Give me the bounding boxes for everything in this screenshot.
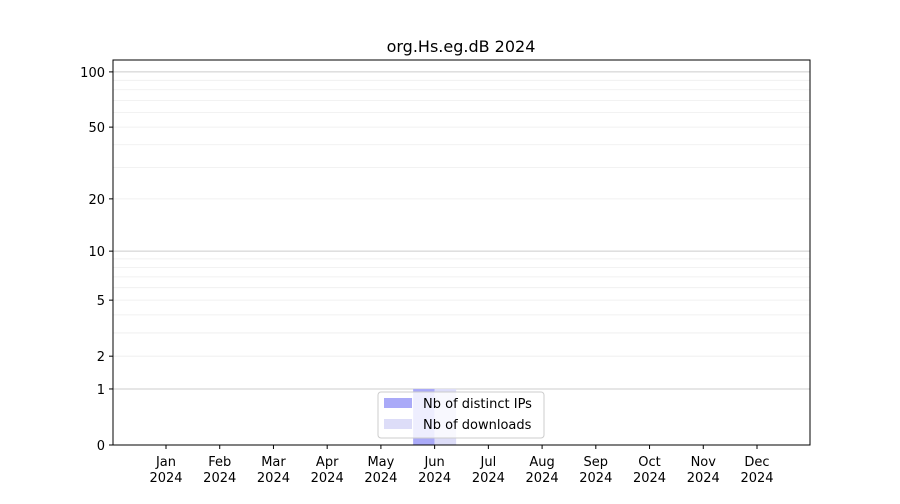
chart-title: org.Hs.eg.dB 2024	[387, 37, 536, 56]
x-tick-label: Dec 2024	[740, 455, 773, 486]
y-tick-label: 0	[97, 439, 105, 454]
x-tick-label: Jan 2024	[149, 455, 182, 486]
x-tick-label: Jun 2024	[418, 455, 451, 486]
x-tick-label: Apr 2024	[311, 455, 344, 486]
legend-box	[377, 391, 545, 439]
legend-swatch	[384, 419, 412, 429]
plot-frame	[112, 59, 811, 446]
x-tick-label: Oct 2024	[633, 455, 666, 486]
y-tick-label: 1	[97, 383, 105, 398]
x-tick-label: Jul 2024	[472, 455, 505, 486]
y-tick-label: 20	[88, 193, 105, 208]
y-tick-label: 5	[97, 294, 105, 309]
y-tick-label: 10	[88, 245, 105, 260]
x-tick-label: Mar 2024	[257, 455, 290, 486]
x-tick-label: May 2024	[364, 455, 397, 486]
y-tick-label: 50	[88, 121, 105, 136]
x-tick-label: Feb 2024	[203, 455, 236, 486]
y-tick-label: 2	[97, 350, 105, 365]
legend-label: Nb of distinct IPs	[423, 397, 532, 412]
y-tick-label: 100	[80, 66, 105, 81]
x-tick-label: Aug 2024	[526, 455, 559, 486]
legend-swatch	[384, 398, 412, 408]
legend-label: Nb of downloads	[423, 418, 532, 433]
x-tick-label: Nov 2024	[687, 455, 720, 486]
x-tick-label: Sep 2024	[579, 455, 612, 486]
